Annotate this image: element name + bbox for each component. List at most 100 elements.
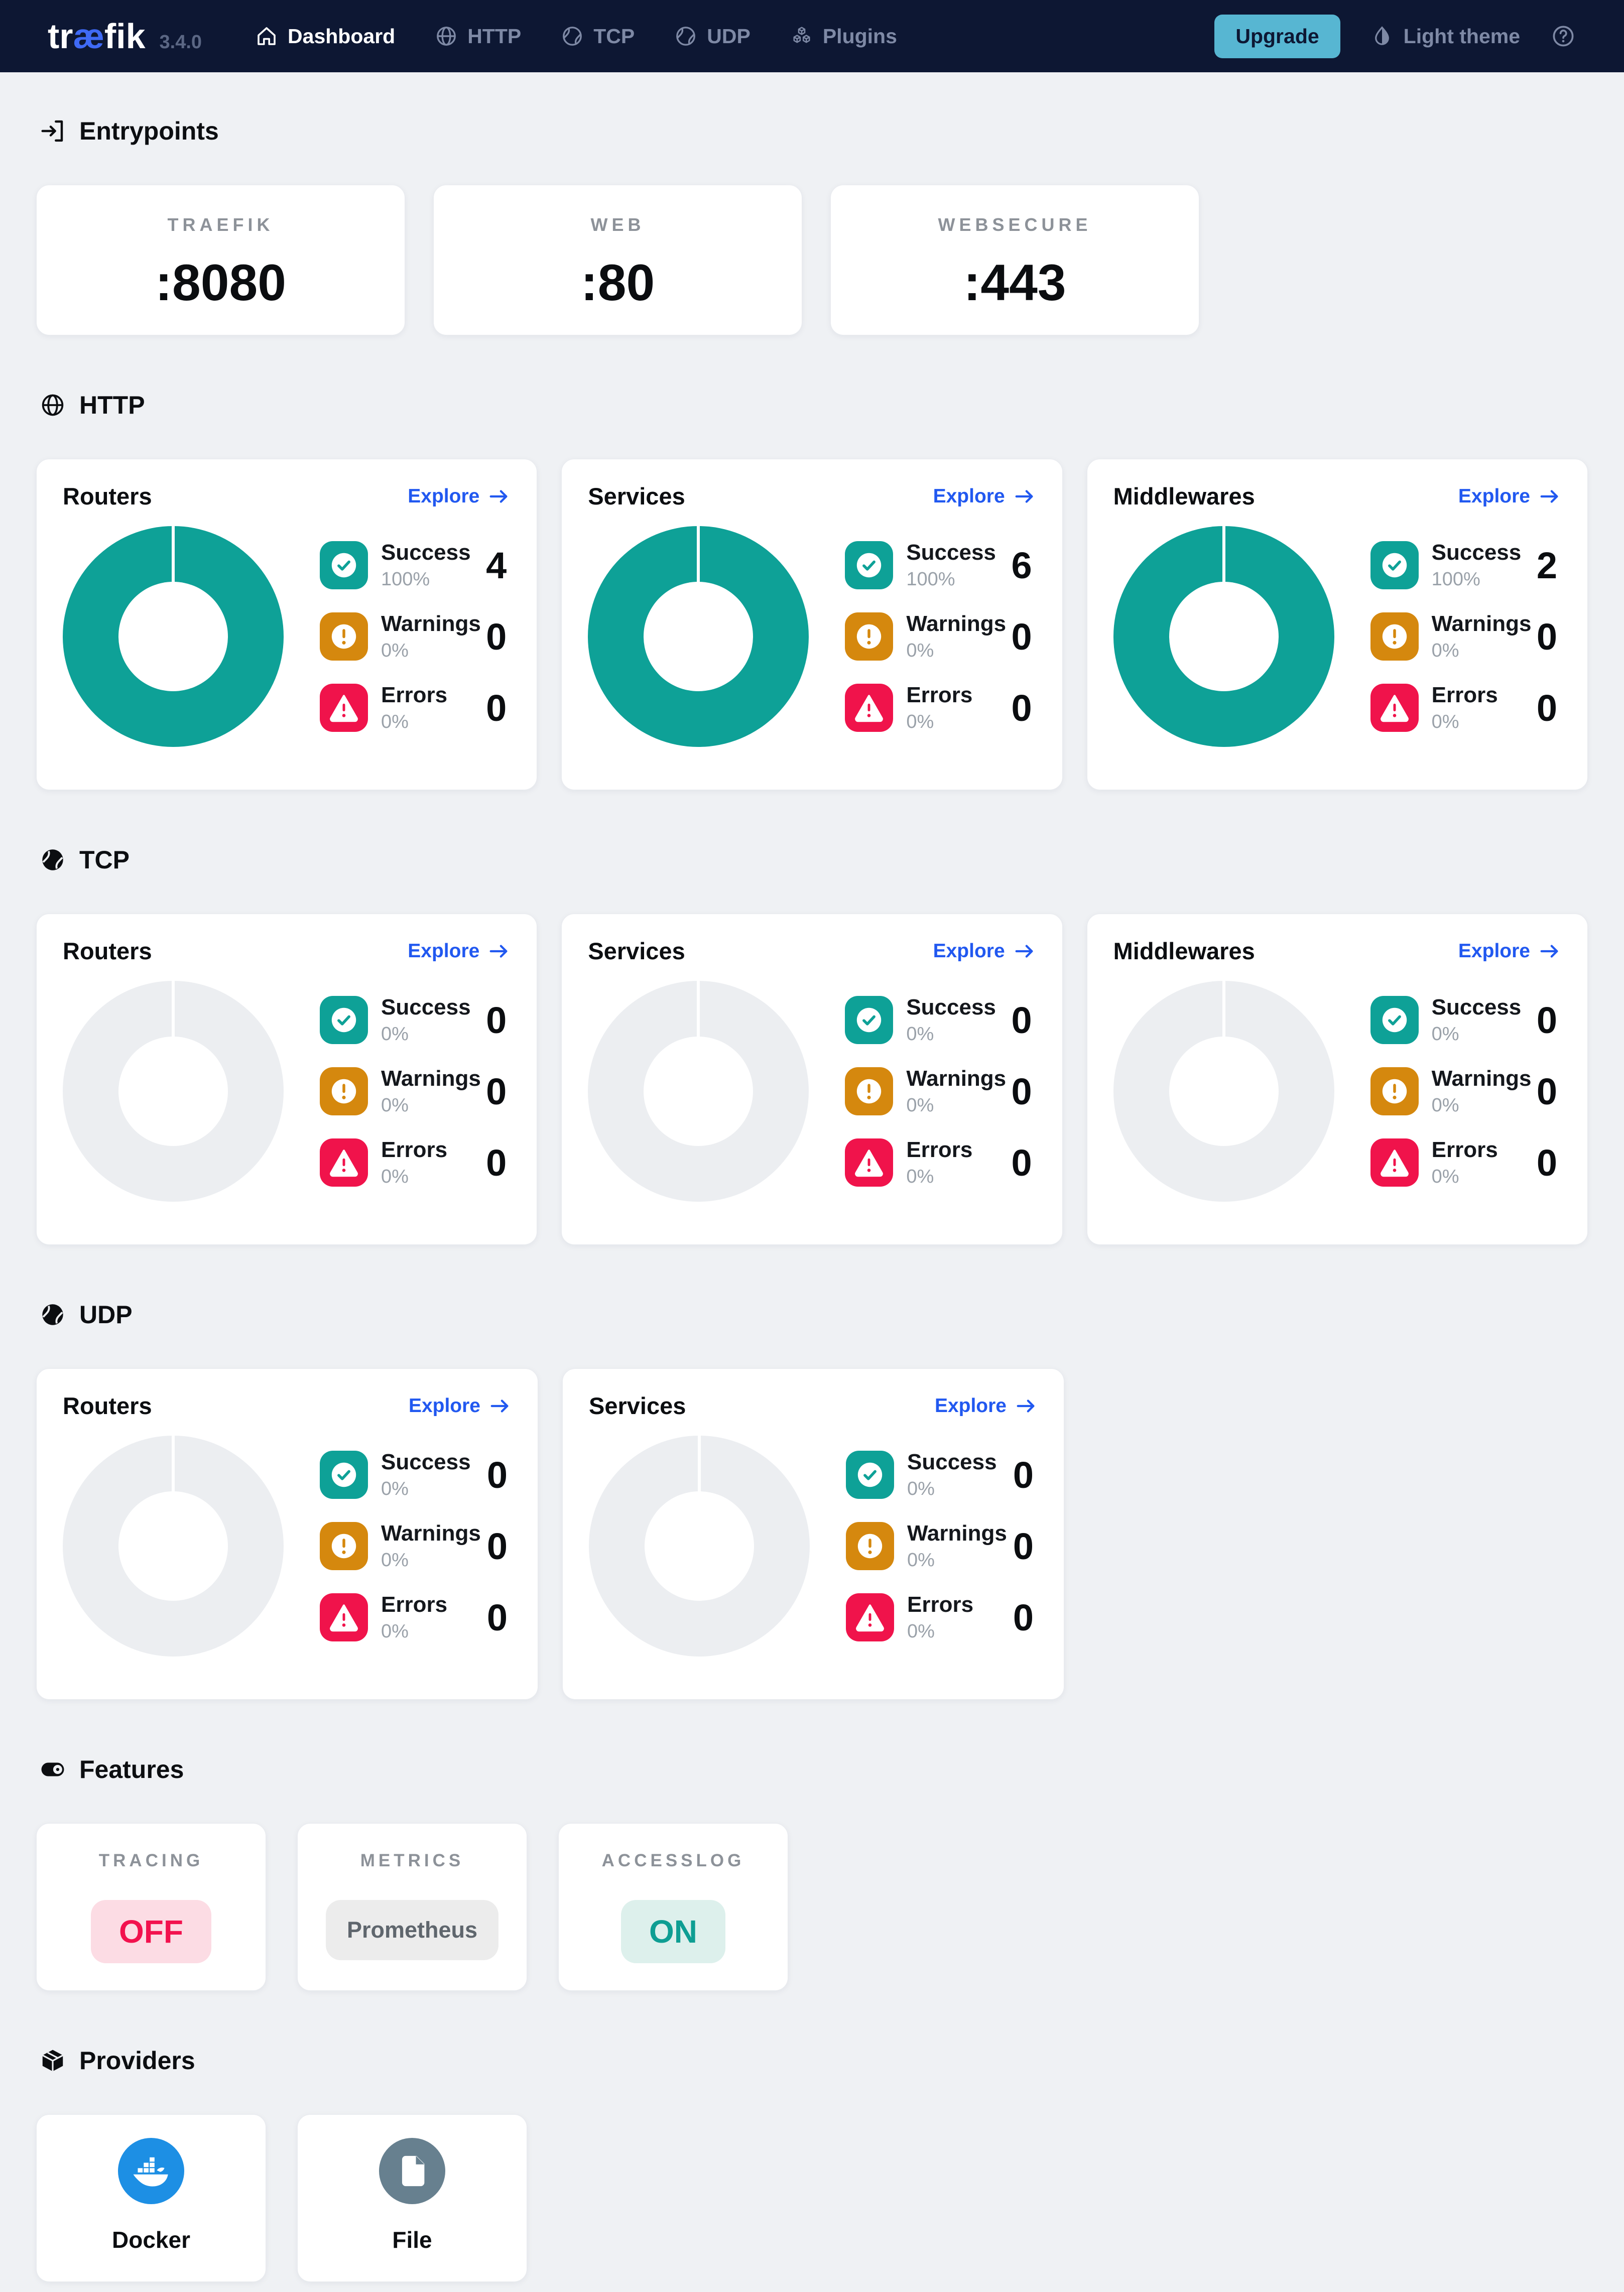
stat-label: Warnings — [907, 1521, 1007, 1546]
theme-toggle[interactable]: Light theme — [1370, 25, 1520, 48]
nav-item-tcp[interactable]: TCP — [560, 24, 635, 48]
success-icon — [320, 1451, 368, 1499]
stat-count: 0 — [1536, 1070, 1557, 1112]
stat-row-warnings: Warnings 0% 0 — [320, 1521, 512, 1571]
stat-pct: 100% — [906, 569, 955, 590]
stat-label: Success — [906, 540, 996, 565]
error-icon — [845, 1138, 894, 1187]
nav-label: UDP — [707, 24, 751, 48]
explore-link[interactable]: Explore — [1458, 940, 1561, 963]
explore-link[interactable]: Explore — [409, 1394, 512, 1418]
nav-label: HTTP — [467, 24, 522, 48]
nav-item-udp[interactable]: UDP — [674, 24, 751, 48]
globe-icon — [39, 392, 66, 419]
stat-label: Errors — [907, 1592, 974, 1617]
stat-label: Success — [381, 995, 471, 1020]
explore-link[interactable]: Explore — [935, 1394, 1038, 1418]
stat-pct: 0% — [906, 640, 934, 661]
stat-row-errors: Errors 0% 0 — [320, 1592, 512, 1642]
entrypoints-cards: TRAEFIK :8080 WEB :80 WEBSECURE :443 — [36, 185, 1588, 335]
nav-item-dashboard[interactable]: Dashboard — [255, 24, 395, 48]
stat-pct: 0% — [381, 640, 409, 661]
error-icon — [320, 1593, 368, 1641]
error-icon — [845, 684, 894, 732]
stat-count: 6 — [1011, 544, 1032, 586]
stat-count: 0 — [486, 1525, 508, 1567]
stat-count: 0 — [1011, 687, 1032, 729]
connection-icon — [560, 24, 584, 48]
http-section-header: HTTP — [39, 391, 1588, 420]
stat-count: 0 — [1011, 999, 1032, 1041]
arrow-right-icon — [1013, 940, 1036, 963]
stat-pct: 0% — [381, 1621, 409, 1642]
stat-count: 0 — [486, 615, 507, 658]
stat-pct: 0% — [381, 1024, 409, 1045]
stat-pct: 0% — [1431, 1166, 1459, 1187]
card-title: Services — [588, 938, 685, 964]
stat-count: 0 — [1011, 1141, 1032, 1184]
http-services-card: Services Explore Success 100% 6 War — [561, 459, 1063, 790]
arrow-right-icon — [1015, 1394, 1038, 1418]
stat-label: Warnings — [1431, 611, 1532, 636]
stat-row-errors: Errors 0% 0 — [846, 1592, 1038, 1642]
package-icon — [39, 2047, 66, 2074]
feature-card-tracing: TRACING OFF — [36, 1823, 266, 1991]
warning-icon — [320, 1522, 368, 1570]
udp-cards: Routers Explore Success 0% 0 Warnin — [36, 1368, 1588, 1700]
stat-count: 0 — [1536, 687, 1557, 729]
stat-count: 0 — [1013, 1454, 1034, 1496]
udp-services-card: Services Explore Success 0% 0 Warni — [562, 1368, 1064, 1700]
stat-label: Warnings — [381, 611, 481, 636]
explore-label: Explore — [1458, 485, 1530, 507]
donut-chart — [588, 981, 809, 1202]
feature-status-badge: ON — [621, 1900, 725, 1963]
dashboard-content: Entrypoints TRAEFIK :8080 WEB :80 WEBSEC… — [0, 116, 1624, 2292]
stat-pct: 0% — [1431, 1024, 1459, 1045]
top-navbar: træfik 3.4.0 Dashboard HTTP TCP UDP Plug… — [0, 0, 1624, 72]
explore-link[interactable]: Explore — [1458, 485, 1561, 508]
explore-link[interactable]: Explore — [933, 485, 1036, 508]
arrow-right-icon — [1013, 485, 1036, 508]
error-icon — [320, 1138, 368, 1187]
success-icon — [1370, 996, 1419, 1044]
logo-text: træfik — [48, 17, 146, 56]
entrypoint-name: TRAEFIK — [167, 214, 274, 235]
http-middlewares-card: Middlewares Explore Success 100% 2 — [1086, 459, 1588, 790]
entrypoints-section-header: Entrypoints — [39, 116, 1588, 146]
explore-link[interactable]: Explore — [933, 940, 1036, 963]
stat-count: 0 — [486, 999, 507, 1041]
stat-label: Errors — [1431, 1137, 1498, 1162]
connection-icon — [674, 24, 698, 48]
stat-row-warnings: Warnings 0% 0 — [845, 1066, 1036, 1116]
stat-label: Warnings — [381, 1521, 481, 1546]
tcp-routers-card: Routers Explore Success 0% 0 Warnin — [36, 914, 538, 1245]
feature-name: TRACING — [98, 1851, 204, 1870]
stat-row-warnings: Warnings 0% 0 — [846, 1521, 1038, 1571]
explore-link[interactable]: Explore — [408, 940, 511, 963]
stat-count: 0 — [486, 1070, 507, 1112]
navbar-right: Upgrade Light theme — [1214, 14, 1576, 58]
explore-link[interactable]: Explore — [408, 485, 511, 508]
donut-chart — [63, 526, 284, 747]
stat-label: Errors — [906, 1137, 973, 1162]
nav-item-http[interactable]: HTTP — [434, 24, 521, 48]
stat-count: 0 — [1011, 1070, 1032, 1112]
stat-label: Success — [1431, 540, 1522, 565]
help-button[interactable] — [1550, 23, 1576, 49]
stat-label: Success — [381, 540, 471, 565]
stat-row-errors: Errors 0% 0 — [1370, 1137, 1561, 1188]
stat-label: Success — [906, 995, 996, 1020]
stat-label: Errors — [1431, 683, 1498, 707]
nav-item-plugins[interactable]: Plugins — [790, 24, 897, 48]
warning-icon — [845, 612, 894, 661]
version-label: 3.4.0 — [159, 32, 202, 53]
stat-pct: 0% — [1431, 1095, 1459, 1116]
feature-name: ACCESSLOG — [601, 1851, 745, 1870]
upgrade-button[interactable]: Upgrade — [1214, 14, 1340, 58]
explore-label: Explore — [408, 485, 480, 507]
explore-label: Explore — [1458, 940, 1530, 962]
main-nav: Dashboard HTTP TCP UDP Plugins — [255, 24, 897, 48]
section-title: Entrypoints — [79, 117, 219, 145]
stat-row-warnings: Warnings 0% 0 — [320, 1066, 511, 1116]
provider-name: Docker — [112, 2227, 190, 2253]
